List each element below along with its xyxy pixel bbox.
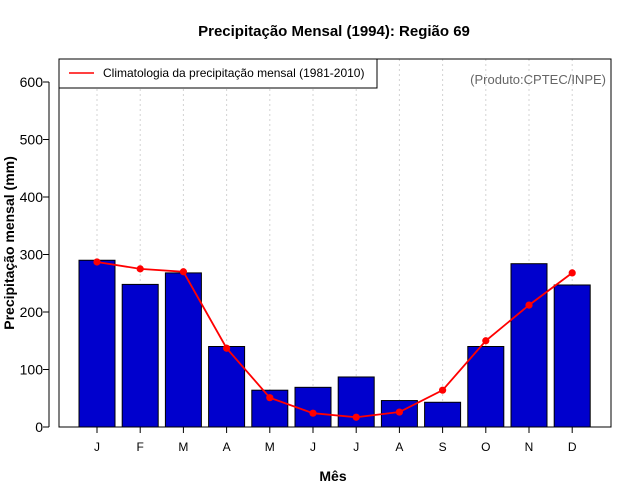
legend-box — [58, 58, 378, 89]
y-tick-label: 100 — [20, 362, 44, 378]
bar-4 — [208, 346, 246, 428]
x-tick-label: J — [353, 440, 359, 454]
bar-9 — [424, 401, 462, 428]
climatology-point-7 — [352, 413, 360, 421]
climatology-point-5 — [266, 394, 274, 402]
x-tick-label: A — [223, 440, 231, 454]
bar-series — [78, 259, 591, 428]
x-tick-label: J — [94, 440, 100, 454]
climatology-point-8 — [395, 408, 403, 416]
legend-label: Climatologia da precipitação mensal (198… — [103, 66, 364, 80]
climatology-point-11 — [525, 301, 533, 309]
climatology-point-9 — [439, 386, 447, 394]
climatology-point-10 — [482, 337, 490, 345]
x-axis-label: Mês — [319, 468, 346, 484]
x-tick-label: N — [525, 440, 534, 454]
x-tick-label: M — [265, 440, 275, 454]
climatology-point-1 — [93, 258, 101, 266]
bar-12 — [553, 284, 591, 428]
climatology-point-12 — [568, 269, 576, 277]
bar-1 — [78, 259, 116, 428]
climatology-point-2 — [136, 265, 144, 273]
y-tick-label: 300 — [20, 247, 44, 263]
x-tick-label: D — [568, 440, 577, 454]
climatology-line — [96, 261, 573, 419]
x-tick-label: J — [310, 440, 316, 454]
climatology-point-6 — [309, 409, 317, 417]
bar-3 — [164, 272, 202, 428]
x-tick-label: O — [481, 440, 490, 454]
y-tick-label: 200 — [20, 304, 44, 320]
x-tick-label: S — [439, 440, 447, 454]
bar-11 — [510, 263, 548, 428]
y-tick-label: 500 — [20, 132, 44, 148]
x-tick-label: F — [137, 440, 144, 454]
chart-title: Precipitação Mensal (1994): Região 69 — [198, 23, 470, 40]
x-tick-label: A — [395, 440, 403, 454]
climatology-point-3 — [179, 268, 187, 276]
y-axis-label: Precipitação mensal (mm) — [1, 156, 17, 330]
bar-2 — [121, 283, 159, 428]
x-tick-label: M — [178, 440, 188, 454]
product-credit: (Produto:CPTEC/INPE) — [470, 72, 606, 87]
bar-6 — [294, 386, 332, 428]
climatology-point-4 — [223, 344, 231, 352]
y-tick-label: 600 — [20, 74, 44, 90]
y-tick-label: 400 — [20, 189, 44, 205]
climatology-line-series — [93, 258, 576, 421]
legend: Climatologia da precipitação mensal (198… — [58, 58, 378, 89]
y-tick-label: 0 — [35, 419, 43, 435]
y-axis: 0 100 200 300 400 500 600 — [20, 74, 50, 435]
bar-10 — [467, 346, 505, 428]
